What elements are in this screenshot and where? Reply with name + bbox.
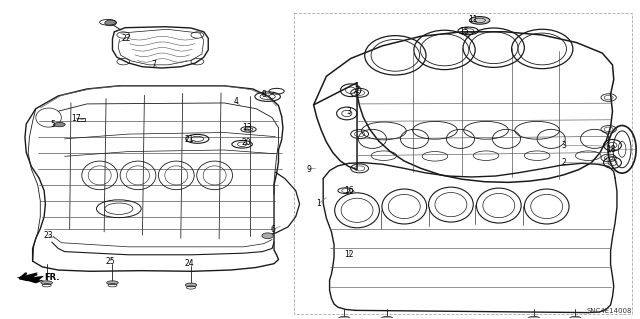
Text: 11: 11 [468,15,478,24]
Circle shape [262,233,273,239]
Ellipse shape [381,316,393,319]
Text: 17: 17 [71,114,81,123]
Circle shape [105,20,116,26]
Text: FR.: FR. [44,272,60,281]
Text: 12: 12 [344,250,353,259]
Ellipse shape [528,316,540,319]
Text: 15: 15 [460,27,469,36]
Text: 21: 21 [185,135,195,144]
Text: 7: 7 [152,60,156,69]
Bar [294,13,632,314]
Text: 25: 25 [106,257,115,266]
Text: 24: 24 [185,259,195,268]
Text: 13: 13 [242,123,252,132]
Ellipse shape [570,316,581,319]
Polygon shape [17,272,44,283]
Ellipse shape [185,283,196,287]
Ellipse shape [107,281,118,285]
Text: 22: 22 [121,34,131,43]
Text: 4: 4 [233,97,238,106]
Text: 3: 3 [561,141,566,150]
Text: 23: 23 [44,231,53,240]
Text: 8: 8 [261,90,266,99]
Ellipse shape [339,316,350,319]
Ellipse shape [469,17,490,24]
Text: 2: 2 [561,158,566,167]
Text: 16: 16 [344,186,353,195]
Text: 6: 6 [271,225,276,234]
Text: 3: 3 [346,108,351,116]
Text: SNC4E14008: SNC4E14008 [586,308,632,314]
Text: 5: 5 [51,120,56,129]
Ellipse shape [54,122,65,127]
Text: 2: 2 [355,86,360,95]
Text: 18: 18 [607,145,616,154]
Text: 20: 20 [242,138,252,147]
Text: 9: 9 [307,165,312,174]
Text: 1: 1 [316,199,321,208]
Ellipse shape [41,281,52,285]
